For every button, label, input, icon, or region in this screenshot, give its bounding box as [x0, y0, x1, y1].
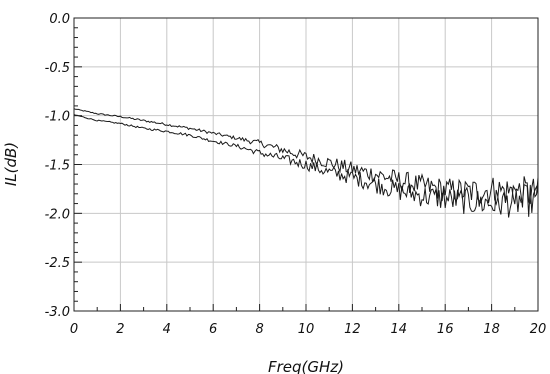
- series-group: [73, 108, 539, 218]
- grid: [74, 18, 538, 311]
- series-line-1: [73, 108, 539, 208]
- x-tick-label: 18: [483, 322, 500, 337]
- x-tick-label: 12: [344, 322, 361, 337]
- y-tick-label: -1.0: [45, 110, 70, 125]
- x-tick-label: 14: [391, 322, 408, 337]
- y-tick-label: -2.0: [45, 207, 70, 222]
- y-tick-label: -1.5: [45, 159, 70, 174]
- y-tick-label: -0.5: [45, 61, 70, 76]
- x-tick-label: 6: [209, 322, 217, 337]
- x-tick-labels: 0 2 4 6 8 10 12 14 16 18 20: [70, 322, 546, 337]
- x-tick-label: 2: [116, 322, 124, 337]
- x-tick-label: 4: [163, 322, 171, 337]
- y-tick-label: -2.5: [45, 256, 70, 271]
- y-axis-title: IL(dB): [2, 142, 20, 186]
- y-tick-labels: 0.0 -0.5 -1.0 -1.5 -2.0 -2.5 -3.0: [45, 12, 70, 320]
- y-tick-label: -3.0: [45, 305, 70, 320]
- x-tick-label: 16: [437, 322, 454, 337]
- x-tick-label: 0: [70, 322, 78, 337]
- x-axis-title: Freq(GHz): [268, 358, 344, 374]
- y-tick-label: 0.0: [49, 12, 70, 27]
- x-tick-label: 20: [530, 322, 547, 337]
- x-tick-label: 10: [298, 322, 315, 337]
- x-tick-label: 8: [255, 322, 263, 337]
- series-line-2: [73, 114, 539, 218]
